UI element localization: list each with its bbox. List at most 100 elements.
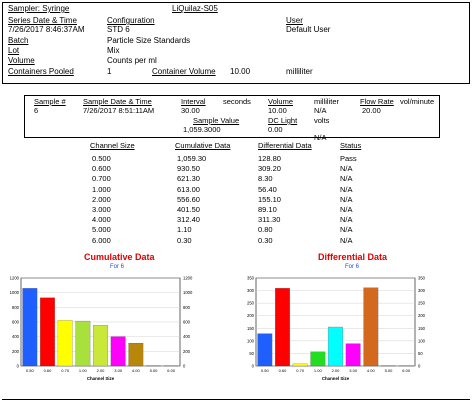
- interval-unit: seconds: [223, 97, 251, 106]
- y-tick-label-left: 50: [249, 351, 254, 356]
- y-tick-label-right: 400: [183, 334, 191, 339]
- bar-0.50: [22, 288, 38, 367]
- cumulative-chart-subtitle: For 6: [110, 264, 125, 270]
- channel-size-cell: 0.600: [92, 164, 111, 174]
- y-tick-label-right: 0: [418, 364, 421, 369]
- differential-chart-subtitle: For 6: [345, 264, 360, 270]
- status-cell: N/A: [340, 184, 353, 194]
- cumulative-cell: 556.60: [177, 194, 200, 204]
- y-tick-label-left: 150: [247, 326, 255, 331]
- x-tick-label: 2.00: [332, 368, 341, 373]
- differential-chart-title: Differential Data: [318, 252, 388, 262]
- x-tick-label: 0.70: [296, 368, 305, 373]
- y-tick-label-right: 1000: [183, 290, 193, 295]
- lot-value: Mix: [107, 46, 120, 55]
- sample-volume-label: Volume: [268, 97, 294, 106]
- batch-value: Particle Size Standards: [107, 36, 191, 45]
- y-tick-label-right: 50: [418, 351, 423, 356]
- sampler-label: Sampler: Syringe: [8, 4, 70, 13]
- na-value-1: N/A: [314, 106, 327, 115]
- channel-size-cell: 5.000: [92, 225, 111, 235]
- sample-num-label: Sample #: [34, 97, 66, 106]
- cumulative-chart-title: Cumulative Data: [84, 252, 155, 262]
- bar-1.00: [75, 320, 91, 367]
- x-tick-label: 3.00: [349, 368, 358, 373]
- y-tick-label-left: 600: [12, 320, 20, 325]
- y-tick-label-left: 800: [12, 305, 20, 310]
- channel-size-cell: 6.000: [92, 235, 111, 245]
- bar-0.60: [40, 297, 55, 367]
- bar-2.00: [93, 325, 108, 367]
- cumulative-cell: 312.40: [177, 215, 200, 225]
- status-cell: N/A: [340, 205, 353, 214]
- differential-cell: 309.20: [258, 164, 281, 174]
- channel-size-cell: 1.000: [92, 184, 111, 194]
- user-label: User: [286, 16, 303, 25]
- x-axis-label: Channel Size: [87, 376, 115, 381]
- y-tick-label-right: 100: [418, 338, 426, 343]
- status-cell: N/A: [340, 215, 353, 225]
- cumulative-cell: 1.10: [177, 225, 192, 235]
- status-cell: N/A: [340, 174, 353, 184]
- header-panel: [2, 2, 470, 84]
- bottom-divider: [2, 399, 470, 400]
- differential-cell: 8.30: [258, 174, 273, 184]
- bar-2.00: [328, 326, 343, 367]
- y-tick-label-left: 1000: [10, 290, 20, 295]
- status-cell: N/A: [340, 194, 353, 204]
- y-tick-label-left: 250: [247, 301, 255, 306]
- cumulative-cell: 401.50: [177, 205, 200, 214]
- status-cell: N/A: [340, 235, 353, 245]
- y-tick-label-left: 200: [247, 313, 255, 318]
- col-header-status: Status: [340, 141, 362, 150]
- y-tick-label-right: 0: [183, 364, 186, 369]
- dc-light-unit: volts: [314, 116, 330, 125]
- interval-label: Interval: [181, 97, 206, 106]
- sample-value-label: Sample Value: [193, 116, 240, 125]
- differential-cell: 0.80: [258, 225, 273, 235]
- y-tick-label-left: 0: [252, 364, 255, 369]
- flow-rate-unit: vol/minute: [400, 97, 435, 106]
- y-tick-label-left: 0: [17, 364, 20, 369]
- y-tick-label-right: 1200: [183, 276, 193, 281]
- lot-label: Lot: [8, 46, 20, 55]
- y-tick-label-right: 150: [418, 326, 426, 331]
- sample-date-value: 7/26/2017 8:51:11AM: [83, 106, 155, 115]
- flow-rate-label: Flow Rate: [360, 97, 394, 106]
- status-cell: N/A: [340, 225, 353, 235]
- y-tick-label-right: 350: [418, 276, 426, 281]
- bar-0.60: [275, 288, 290, 367]
- bar-0.50: [257, 333, 273, 367]
- series-label: Series Date & Time: [8, 16, 77, 25]
- bar-4.00: [363, 287, 379, 367]
- bar-0.70: [292, 363, 308, 367]
- cumulative-cell: 621.30: [177, 174, 200, 184]
- pooled-value: 1: [107, 67, 112, 76]
- differential-chart: 0 0 50 50 100 100 150 150 200 200 250 250 300 300 350 3…: [247, 276, 426, 382]
- status-cell: N/A: [340, 164, 353, 174]
- volume-label: Volume: [8, 56, 35, 65]
- x-tick-label: 5.00: [385, 368, 394, 373]
- x-tick-label: 0.60: [44, 368, 53, 373]
- config-label: Configuration: [107, 16, 155, 25]
- interval-value: 30.00: [181, 106, 200, 115]
- container-volume-value: 10.00: [230, 67, 251, 76]
- x-tick-label: 4.00: [132, 368, 141, 373]
- sample-panel: [24, 95, 440, 138]
- differential-cell: 128.80: [258, 154, 281, 163]
- sample-date-label: Sample Date & Time: [83, 97, 152, 106]
- y-tick-label-left: 1200: [10, 276, 20, 281]
- channel-size-cell: 4.000: [92, 215, 111, 225]
- y-tick-label-left: 100: [247, 338, 255, 343]
- sample-volume-unit: milliliter: [314, 97, 339, 106]
- channel-size-cell: 0.700: [92, 174, 111, 184]
- channel-size-cell: 3.000: [92, 205, 111, 214]
- bar-3.00: [110, 336, 126, 367]
- x-tick-label: 1.00: [79, 368, 88, 373]
- bar-3.00: [345, 343, 361, 367]
- cumulative-chart: 0 0 200 200 400 400 600 600 800 800 1000 1000 1200 12…: [10, 276, 193, 382]
- x-tick-label: 4.00: [367, 368, 376, 373]
- dc-light-value: 0.00: [268, 125, 283, 134]
- x-tick-label: 0.70: [61, 368, 70, 373]
- config-value: STD 6: [107, 25, 130, 34]
